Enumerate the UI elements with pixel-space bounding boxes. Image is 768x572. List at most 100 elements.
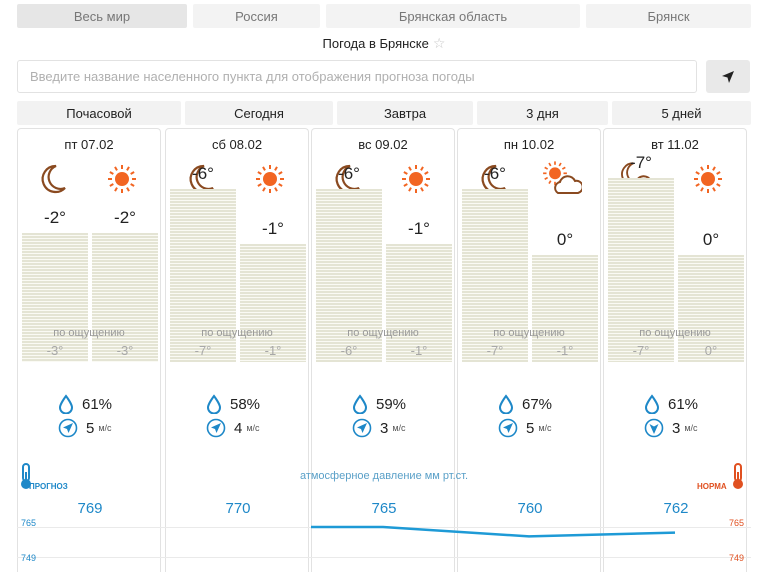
humidity: 59% [352,393,406,415]
humidity-value: 58% [230,395,261,413]
tab-3-days[interactable]: 3 дня [477,101,608,125]
humidity-value: 67% [522,395,553,413]
page-title: Погода в Брянске ☆ [0,35,768,52]
night-feels-like: -7° [486,343,504,358]
sun-behind-cloud-icon [543,161,582,194]
moon-icon [41,164,66,194]
wind-direction-north-east-icon [58,418,78,438]
day-feels-like: -3° [116,343,134,358]
water-drop-icon [206,394,222,414]
wind-unit: м/с [392,423,406,433]
location-tabs: Весь мир Россия Брянская область Брянск [17,4,751,28]
location-tab-region[interactable]: Брянская область [326,4,580,28]
night-temp: -6° [484,164,506,183]
night-temp-bar [22,233,88,362]
night-temp: -7° [630,153,652,172]
day-temp: 0° [702,230,720,249]
night-temp-bar [462,189,528,362]
day-temp-bar [240,244,306,362]
location-tab-world[interactable]: Весь мир [17,4,187,28]
tab-today[interactable]: Сегодня [185,101,333,125]
water-drop-icon [644,394,660,414]
pressure-value: 760 [517,500,543,517]
day-temp: -2° [114,208,136,227]
search-input[interactable] [17,60,697,93]
night-temp: -6° [338,164,360,183]
day-feels-like: -1° [410,343,428,358]
pressure-value: 762 [663,500,689,517]
sun-icon [256,165,284,193]
night-temp: -6° [192,164,214,183]
day-card[interactable]: вс 09.02 -6° -1° по ощущению -6° -1° 59% 3 м/с 76… [311,128,455,572]
pressure-value: 769 [77,500,103,517]
location-tab-russia[interactable]: Россия [193,4,320,28]
wind: 3 м/с [644,417,698,439]
day-card[interactable]: пт 07.02 -2° -2° по ощущению -3° -3° 61% 5 м/с 76… [17,128,161,572]
day-card[interactable]: сб 08.02 -6° -1° по ощущению -7° -1° 58% 4 м/с 77… [165,128,309,572]
humidity-value: 61% [82,395,113,413]
day-feels-like: 0° [704,343,718,358]
locate-button[interactable] [706,60,750,93]
humidity: 61% [58,393,112,415]
feels-like-label: по ощущению [347,327,419,339]
day-card[interactable]: вт 11.02 -7° 0° по ощущению -7° 0° 61% 3 м/с 762 [603,128,747,572]
period-tabs: Почасовой Сегодня Завтра 3 дня 5 дней [17,101,751,125]
day-temp-bar [532,255,598,362]
location-arrow-icon [722,70,734,83]
day-date: сб 08.02 [211,137,263,152]
sun-icon [694,165,722,193]
day-temp-bar [678,255,744,362]
day-date: пт 07.02 [64,137,114,152]
favorite-star-icon[interactable]: ☆ [432,35,446,51]
day-temp-bar [92,233,158,362]
wind-speed: 5 [526,419,535,437]
forecast-cards: пт 07.02 -2° -2° по ощущению -3° -3° 61% 5 м/с 76… [17,128,751,572]
wind-direction-north-east-icon [498,418,518,438]
night-temp: -2° [44,208,66,227]
humidity-value: 61% [668,395,699,413]
wind-direction-north-east-icon [206,418,226,438]
tab-hourly[interactable]: Почасовой [17,101,181,125]
water-drop-icon [498,394,514,414]
wind-unit: м/с [98,423,112,433]
wind-speed: 4 [234,419,243,437]
day-date: вс 09.02 [358,137,408,152]
feels-like-label: по ощущению [201,327,273,339]
feels-like-label: по ощущению [53,327,125,339]
night-feels-like: -7° [632,343,650,358]
day-feels-like: -1° [264,343,282,358]
humidity: 67% [498,393,552,415]
night-feels-like: -6° [340,343,358,358]
water-drop-icon [352,394,368,414]
sun-icon [402,165,430,193]
feels-like-label: по ощущению [639,327,711,339]
water-drop-icon [58,394,74,414]
day-temp: -1° [262,219,284,238]
pressure-value: 770 [225,500,251,517]
wind-direction-north-east-icon [352,418,372,438]
day-card[interactable]: пн 10.02 -6° 0° по ощущению -7° -1° 67% 5 м/с 760 [457,128,601,572]
wind: 3 м/с [352,417,406,439]
day-temp-bar [386,244,452,362]
wind: 5 м/с [498,417,552,439]
wind-speed: 5 [86,419,95,437]
wind: 4 м/с [206,417,260,439]
humidity-value: 59% [376,395,407,413]
wind-direction-south-icon [644,418,664,438]
tab-5-days[interactable]: 5 дней [612,101,751,125]
day-temp: 0° [556,230,574,249]
night-feels-like: -7° [194,343,212,358]
wind-unit: м/с [684,423,698,433]
night-temp-bar [316,189,382,362]
feels-like-label: по ощущению [493,327,565,339]
day-date: вт 11.02 [651,137,699,152]
wind-unit: м/с [246,423,260,433]
tab-tomorrow[interactable]: Завтра [337,101,473,125]
location-tab-city[interactable]: Брянск [586,4,751,28]
day-temp: -1° [408,219,430,238]
night-feels-like: -3° [46,343,64,358]
wind-unit: м/с [538,423,552,433]
wind: 5 м/с [58,417,112,439]
humidity: 58% [206,393,260,415]
humidity: 61% [644,393,698,415]
